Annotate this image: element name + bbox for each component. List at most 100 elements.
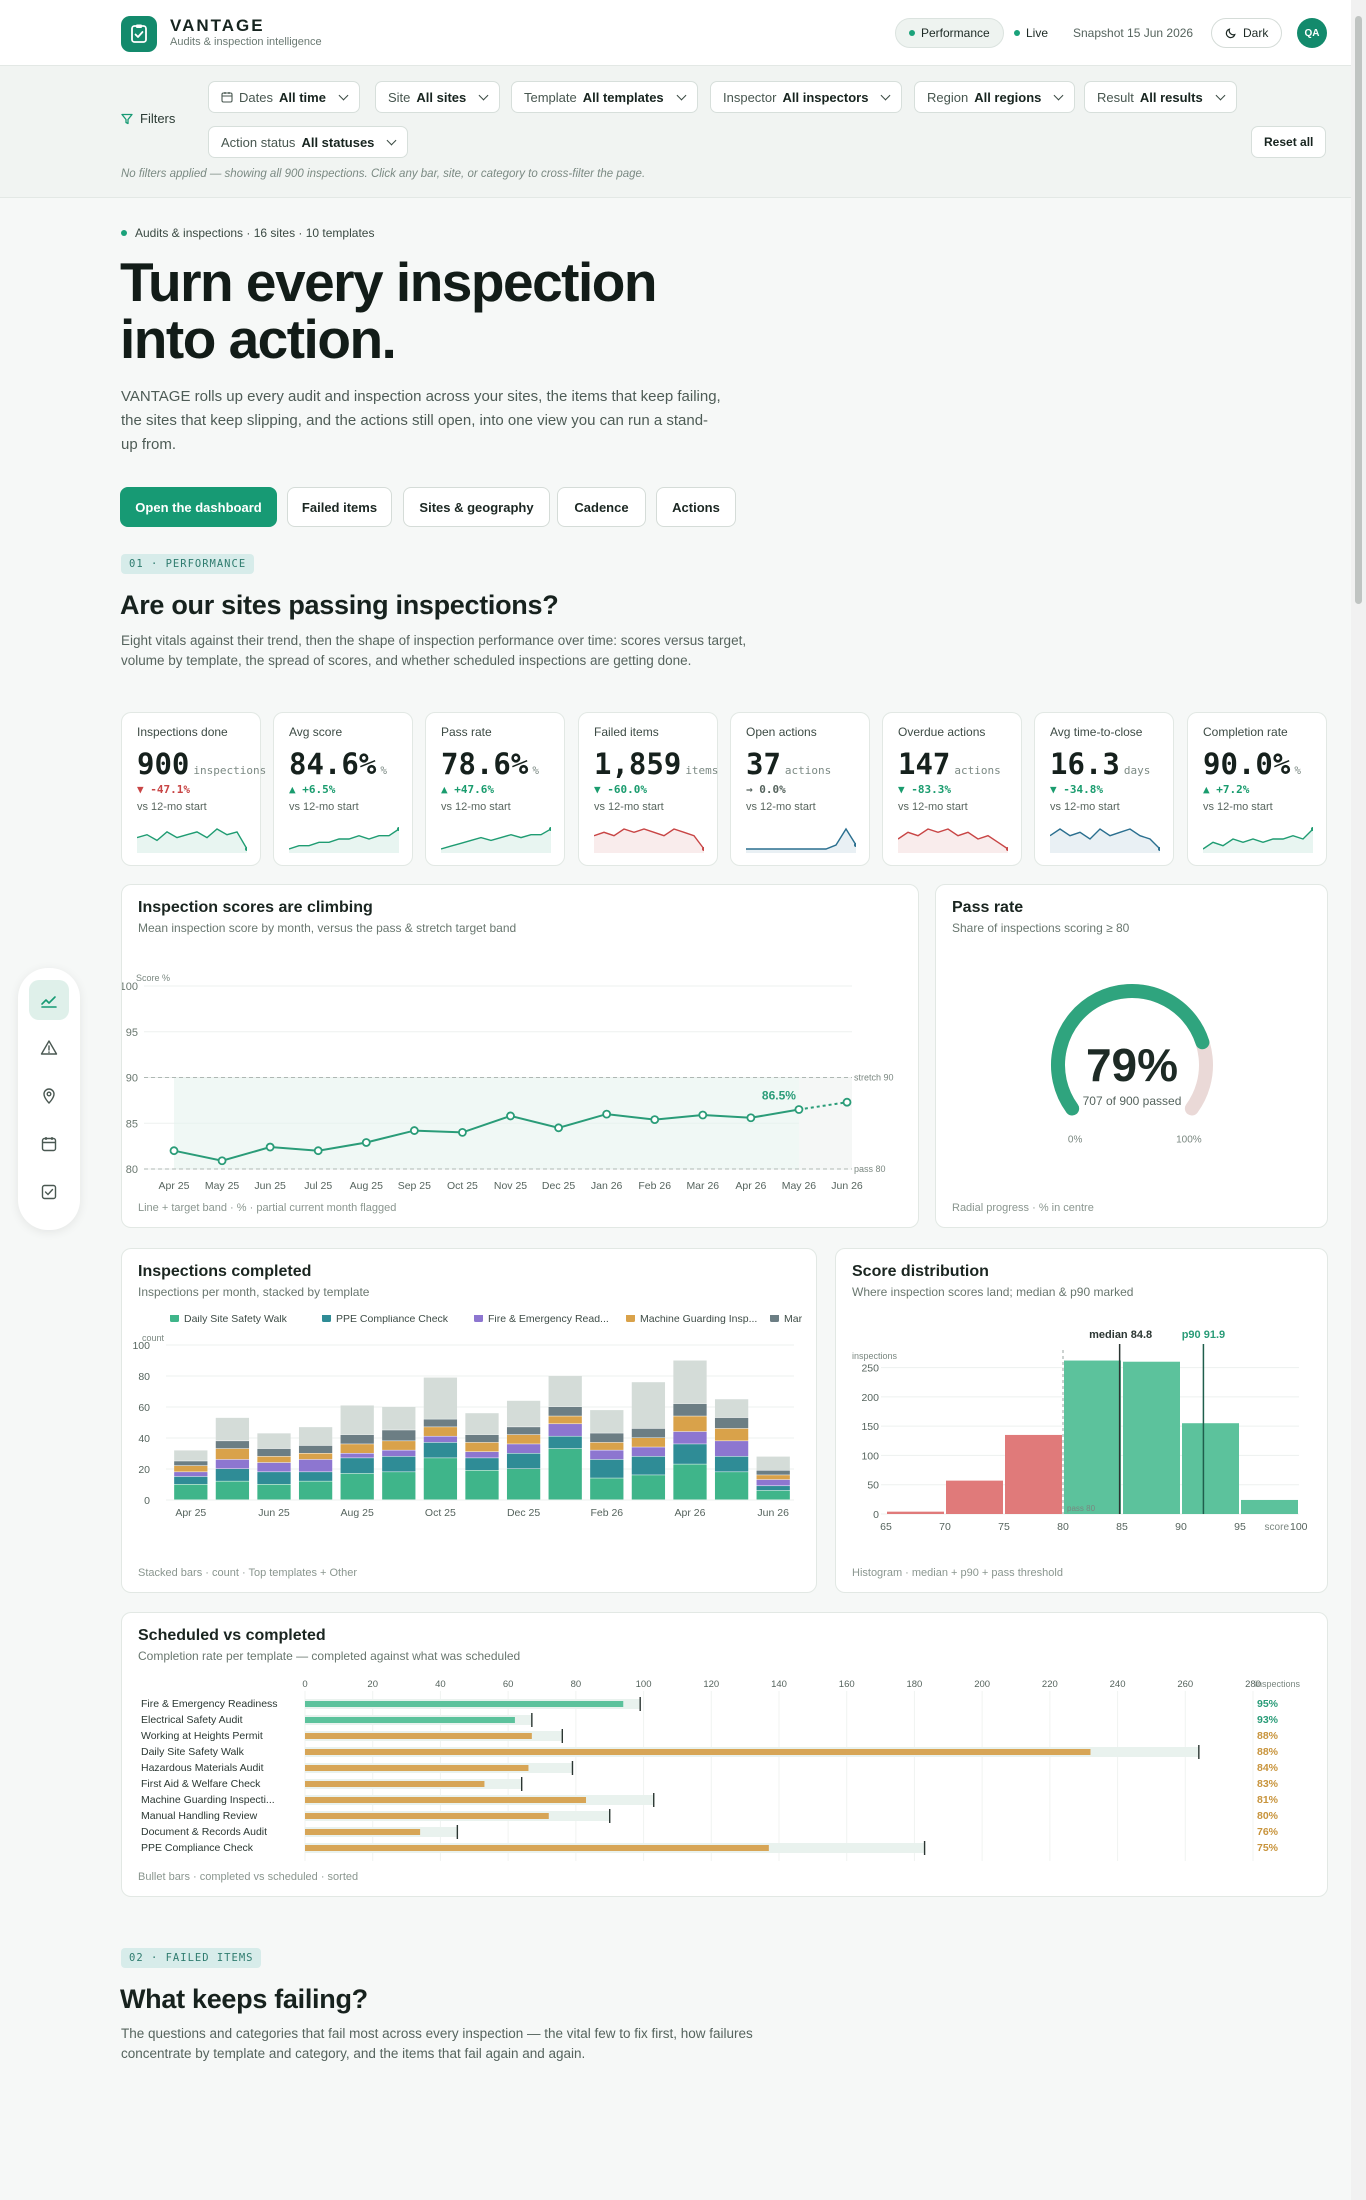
filter-value: All regions [974,89,1042,105]
stacked-bar-segment [340,1458,374,1474]
pass-rate-gauge[interactable]: 79% 707 of 900 passed 0% 100% [936,945,1329,1195]
filter-action-status[interactable]: Action status All statuses [208,126,409,158]
kpi-card[interactable]: Inspections done 900 inspections ▼ -47.1% vs… [121,712,266,866]
stacked-bar-segment [298,1481,333,1500]
y-tick-label: 85 [126,1118,138,1130]
card-title: Inspection scores are climbing [138,899,373,916]
filter-value: All time [278,89,326,105]
data-point [458,1127,467,1137]
legend-label: PPE Compliance Check [336,1315,449,1325]
kpi-card[interactable]: Completion rate 90.0%% ▲ +7.2% vs 12-mo sta… [1187,712,1327,866]
x-tick-label: Feb 26 [590,1507,623,1519]
x-tick-label: Aug 25 [341,1507,374,1519]
row-label: First Aid & Welfare Check [141,1778,261,1790]
rail-failed-items[interactable] [29,1028,69,1068]
stacked-bar-segment [340,1444,374,1453]
failed-items-button[interactable]: Failed items [287,487,392,527]
performance-pill[interactable]: Performance [895,18,1004,48]
filter-site[interactable]: Site All sites [375,81,501,113]
x-tick-label: Apr 25 [175,1507,206,1519]
stacked-bar-segment [465,1442,499,1452]
data-point [554,1123,563,1133]
avatar[interactable]: QA [1297,18,1327,48]
calendar-icon [41,1137,57,1152]
section-tag: 02 · FAILED ITEMS [121,1948,262,1968]
sparkline-end-point [1006,847,1008,851]
stacked-bar-segment [673,1360,707,1404]
stacked-bar-segment [215,1441,250,1449]
kpi-card[interactable]: Avg time-to-close 16.3 days ▼ -34.8% vs 12-m… [1034,712,1174,866]
filter-template[interactable]: Template All templates [511,81,698,113]
sparkline-line [1203,828,1313,850]
x-tick-label: 90 [1175,1521,1187,1533]
kpi-comparison: vs 12-mo start [289,801,359,813]
chevron-down-icon [386,135,397,146]
score-distribution-card: Score distribution Where inspection scor… [835,1248,1328,1593]
trend-icon [41,996,57,1008]
stacked-bar-segment [174,1484,208,1500]
filter-key: Region [927,89,969,105]
filters-label-text: Filters [140,111,176,126]
filter-region[interactable]: Region All regions [914,81,1076,113]
stacked-bar-segment [215,1417,250,1441]
stacked-bar-segment [382,1472,416,1500]
kpi-card[interactable]: Pass rate 78.6%% ▲ +47.6% vs 12-mo start [425,712,565,866]
scrollbar-thumb[interactable] [1355,16,1362,604]
sites-geography-button[interactable]: Sites & geography [403,487,550,527]
rail-cadence[interactable] [29,1124,69,1164]
stacked-bar-segment [423,1458,458,1500]
stacked-bar-segment [756,1486,790,1491]
kpi-unit: inspections [193,764,267,777]
histogram-chart[interactable]: inspections 0 50 100 150 200 250 pass 80 median … [836,1315,1329,1575]
stacked-bar-segment [631,1447,666,1457]
kpi-label: Avg time-to-close [1050,725,1143,739]
stacked-bar-segment [465,1451,499,1458]
stacked-bar-segment [506,1400,541,1427]
kpi-card[interactable]: Open actions 37 actions → 0.0% vs 12-mo star… [730,712,870,866]
stacked-bar-segment [673,1444,707,1464]
y-tick-label: 80 [138,1371,150,1383]
kpi-card[interactable]: Avg score 84.6%% ▲ +6.5% vs 12-mo start [273,712,413,866]
open-dashboard-button[interactable]: Open the dashboard [120,487,277,527]
card-title: Scheduled vs completed [138,1627,326,1644]
actions-button[interactable]: Actions [656,487,736,527]
stacked-bar-segment [714,1399,749,1418]
stacked-bar-segment [506,1427,541,1435]
y-tick-label: 20 [138,1464,150,1476]
filter-result[interactable]: Result All results [1084,81,1237,113]
y-tick-label: 50 [867,1480,879,1492]
filter-inspector[interactable]: Inspector All inspectors [710,81,903,113]
kpi-card[interactable]: Failed items 1,859 items ▼ -60.0% vs 12-mo s… [578,712,718,866]
reset-all-button[interactable]: Reset all [1251,126,1327,158]
kpi-card[interactable]: Overdue actions 147 actions ▼ -83.3% vs 12-m… [882,712,1022,866]
y-tick-label: 150 [861,1421,879,1433]
stacked-bar-segment [215,1448,250,1460]
kpi-unit: days [1123,764,1151,777]
stacked-bar-segment [756,1479,790,1486]
completed-bar [305,1813,549,1819]
data-point [361,1138,371,1147]
bullet-bar-chart[interactable]: 0 20 40 60 80 100 120 140 160 180 200 220 240 260 280i… [122,1679,1329,1875]
score-line-chart[interactable]: Score % 80 85 90 95 100 stretch 90 pass 80 86.5%… [122,951,920,1211]
stacked-bar-segment [423,1436,458,1443]
x-tick-label: 65 [880,1521,892,1533]
stacked-bar-segment [590,1442,624,1450]
row-label: Fire & Emergency Readiness [141,1698,278,1710]
y-tick-label: 100 [132,1340,150,1352]
filter-dates[interactable]: Dates All time [208,81,360,113]
filter-key: Action status [221,134,296,150]
stacked-bar-segment [340,1473,374,1500]
cadence-button[interactable]: Cadence [557,487,646,527]
hero-title-line: into action. [120,308,397,370]
x-tick-label: Jun 26 [831,1180,863,1192]
dark-mode-toggle[interactable]: Dark [1211,18,1283,48]
rail-sites[interactable] [29,1076,69,1116]
scrollbar-track[interactable] [1351,0,1366,2200]
filter-icon [121,113,133,124]
filter-value: All inspectors [782,89,869,105]
rail-actions[interactable] [29,1172,69,1212]
x-tick-label: 120 [703,1679,719,1690]
stacked-bar-chart[interactable]: Daily Site Safety Walk PPE Compliance Che… [122,1315,818,1575]
completed-bar [305,1797,587,1803]
rail-performance[interactable] [29,980,69,1020]
